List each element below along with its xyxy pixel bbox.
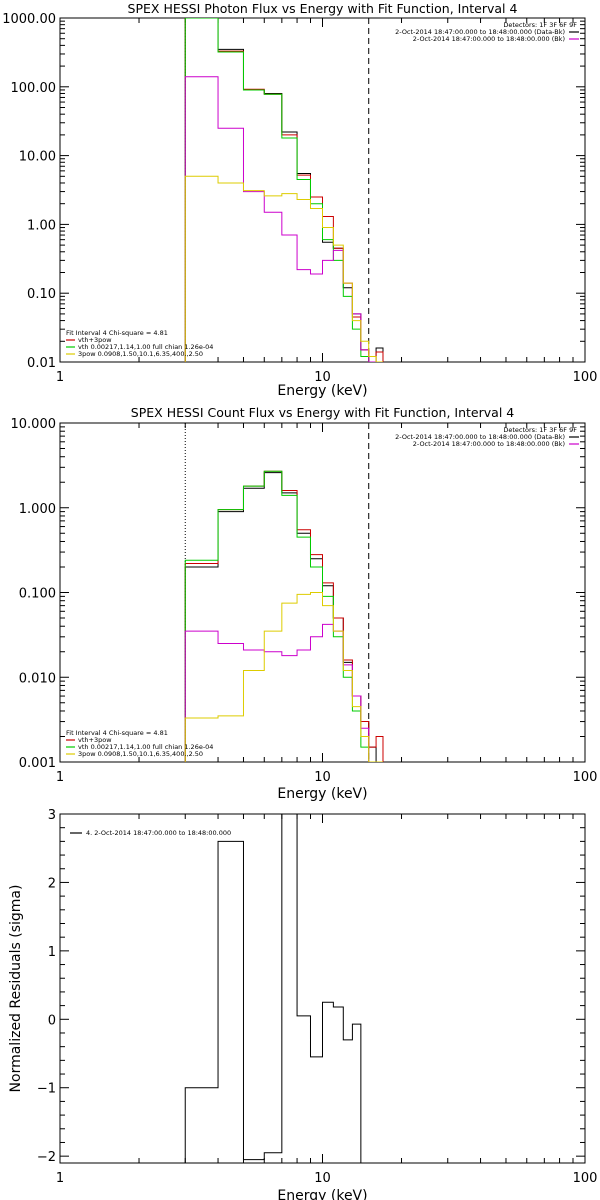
photon-flux-panel: SPEX HESSI Photon Flux vs Energy with Fi… <box>2 1 597 399</box>
legend-entry: 3pow 0.0908,1.50,10.1,6.35,400.,2.50 <box>78 350 203 358</box>
y-tick-label: 2 <box>48 876 56 891</box>
x-tick-label: 10 <box>314 1171 331 1186</box>
series-vth <box>184 470 377 762</box>
series-vth_3pow <box>184 18 384 362</box>
y-tick-label: 0.100 <box>19 587 56 602</box>
x-axis-title: Energy (keV) <box>277 1188 367 1200</box>
y-tick-label: −2 <box>37 1150 56 1165</box>
x-tick-label: 1 <box>56 1171 64 1186</box>
chart-title: SPEX HESSI Photon Flux vs Energy with Fi… <box>128 1 518 16</box>
legend-entry: vth+3pow <box>78 336 112 344</box>
plot-frame <box>59 17 586 363</box>
legend-entry: 2-Oct-2014 18:47:00.000 to 18:48:00.000 … <box>413 35 565 43</box>
series-data_bk <box>184 18 384 362</box>
legend-entry: 2-Oct-2014 18:47:00.000 to 18:48:00.000 … <box>413 440 565 448</box>
legend-bottom-left: Fit Interval 4 Chi-square = 4.81vth+3pow… <box>66 329 213 358</box>
legend-entry: vth+3pow <box>78 736 112 744</box>
y-tick-label: 10.000 <box>11 417 57 432</box>
y-tick-label: 1 <box>48 945 56 960</box>
y-tick-label: 1.00 <box>27 218 56 233</box>
y-tick-label: 0 <box>48 1013 56 1028</box>
series-bk <box>184 623 377 762</box>
x-tick-label: 100 <box>573 370 598 385</box>
x-tick-label: 1 <box>56 370 64 385</box>
series-bk <box>184 76 377 362</box>
y-tick-label: 0.001 <box>19 756 56 771</box>
series-3pow <box>184 175 383 362</box>
legend-entry: 2-Oct-2014 18:47:00.000 to 18:48:00.000 … <box>395 28 565 36</box>
legend-bottom-left: Fit Interval 4 Chi-square = 4.81vth+3pow… <box>66 729 213 758</box>
y-tick-label: 0.010 <box>19 671 56 686</box>
y-tick-label: 0.01 <box>27 356 56 371</box>
x-tick-label: 100 <box>573 770 598 785</box>
y-axis-title: Normalized Residuals (sigma) <box>8 885 24 1093</box>
x-axis-title: Energy (keV) <box>277 383 367 399</box>
x-tick-label: 100 <box>573 1171 598 1186</box>
legend-top-left: 4. 2-Oct-2014 18:47:00.000 to 18:48:00.0… <box>70 829 231 837</box>
series-3pow <box>184 592 383 762</box>
plot-frame <box>59 813 586 1164</box>
y-tick-label: −1 <box>37 1082 56 1097</box>
series-residuals <box>184 814 362 1163</box>
legend-entry: Fit Interval 4 Chi-square = 4.81 <box>66 729 168 737</box>
legend-entry: Detectors: 1F 3F 6F 9F <box>503 426 577 434</box>
x-tick-label: 1 <box>56 770 64 785</box>
legend-entry: Detectors: 1F 3F 6F 9F <box>503 21 577 29</box>
series-data_bk <box>184 472 383 762</box>
count-flux-panel: SPEX HESSI Count Flux vs Energy with Fit… <box>11 405 598 802</box>
y-tick-label: 100.00 <box>11 81 57 96</box>
data-series-group <box>184 470 384 762</box>
x-axis-title: Energy (keV) <box>277 786 367 802</box>
legend-entry: Fit Interval 4 Chi-square = 4.81 <box>66 329 168 337</box>
legend-top-right: Detectors: 1F 3F 6F 9F2-Oct-2014 18:47:0… <box>395 426 579 448</box>
legend-top-right: Detectors: 1F 3F 6F 9F2-Oct-2014 18:47:0… <box>395 21 579 43</box>
series-vth <box>184 18 377 362</box>
x-tick-label: 10 <box>314 770 331 785</box>
legend-entry: 4. 2-Oct-2014 18:47:00.000 to 18:48:00.0… <box>86 829 231 837</box>
x-tick-label: 10 <box>314 370 331 385</box>
y-tick-label: 10.00 <box>19 150 56 165</box>
y-tick-label: 1000.00 <box>2 12 56 27</box>
legend-entry: 2-Oct-2014 18:47:00.000 to 18:48:00.000 … <box>395 433 565 441</box>
chart-title: SPEX HESSI Count Flux vs Energy with Fit… <box>131 405 514 420</box>
legend-entry: vth 0.00217,1.14,1.00 full chian 1.26e-0… <box>78 743 213 751</box>
y-tick-label: 1.000 <box>19 502 56 517</box>
y-tick-label: 0.10 <box>27 287 56 302</box>
y-tick-label: 3 <box>48 808 56 823</box>
data-series-group <box>184 18 384 362</box>
legend-entry: 3pow 0.0908,1.50,10.1,6.35,400.,2.50 <box>78 750 203 758</box>
data-series-group <box>184 814 362 1163</box>
legend-entry: vth 0.00217,1.14,1.00 full chian 1.26e-0… <box>78 343 213 351</box>
